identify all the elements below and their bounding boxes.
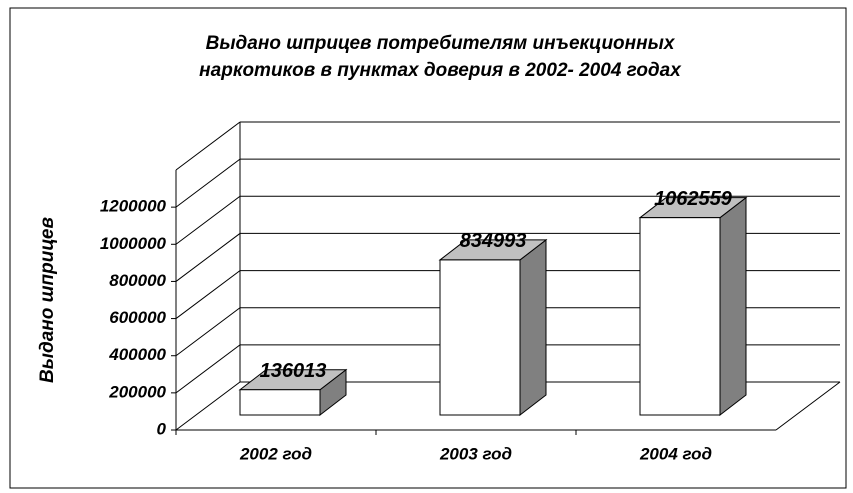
data-label: 136013 [260,360,327,382]
data-label: 834993 [460,230,527,252]
grid-line [175,195,840,245]
y-tick-label: 1000000 [100,234,167,253]
y-tick-label: 800000 [109,271,166,290]
wall-edge [175,121,241,171]
bar-side [719,196,747,417]
y-tick-label: 200000 [108,382,166,401]
data-label: 1062559 [654,188,733,210]
chart-title: Выдано шприцев потребителям инъекционных [206,33,676,54]
x-tick-label: 2003 год [439,444,512,463]
y-tick-label: 600000 [109,308,166,327]
x-tick-label: 2004 год [639,444,712,463]
bar [239,389,321,416]
y-tick-label: 1200000 [100,197,167,216]
bar [639,217,721,416]
y-tick-label: 0 [157,419,167,438]
y-axis-label: Выдано шприцев [37,217,58,383]
floor-edge [775,381,841,431]
chart-title: наркотиков в пунктах доверия в 2002- 200… [199,60,682,81]
bar [439,259,521,416]
y-tick-label: 400000 [108,345,166,364]
x-tick-label: 2002 год [239,444,312,463]
bar-side [519,238,547,417]
grid-line [175,158,840,208]
